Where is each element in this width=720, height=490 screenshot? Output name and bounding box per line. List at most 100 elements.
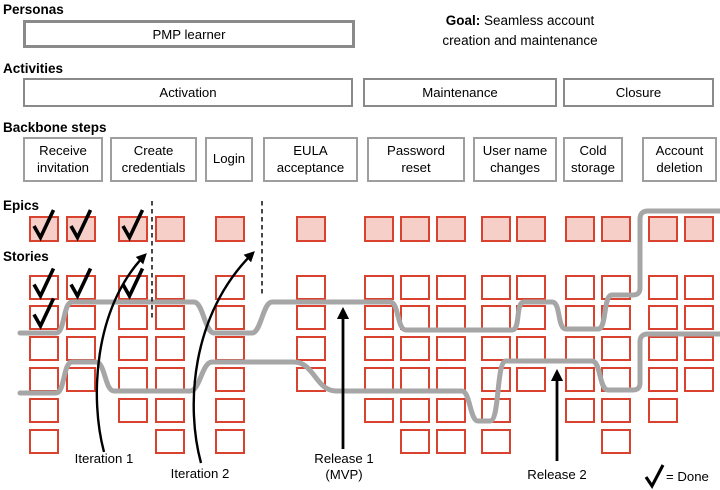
story-box bbox=[436, 398, 466, 423]
release-2-line bbox=[17, 331, 720, 424]
persona-card: PMP learner bbox=[23, 20, 355, 48]
story-box bbox=[118, 336, 148, 361]
release-2-label: Release 2 bbox=[527, 467, 587, 482]
story-box bbox=[155, 367, 185, 392]
story-box bbox=[66, 305, 96, 330]
story-box bbox=[436, 429, 466, 454]
backbone-step-password-reset: Password reset bbox=[367, 137, 465, 182]
story-box bbox=[364, 367, 394, 392]
story-box bbox=[215, 429, 245, 454]
backbone-step-user-name-changes: User name changes bbox=[473, 137, 557, 182]
stories-label: Stories bbox=[3, 249, 49, 264]
story-box bbox=[400, 336, 430, 361]
story-box bbox=[29, 367, 59, 392]
story-box bbox=[215, 336, 245, 361]
story-box bbox=[155, 305, 185, 330]
epic-box bbox=[296, 216, 326, 242]
epic-box bbox=[436, 216, 466, 242]
story-box bbox=[296, 275, 326, 300]
epic-box bbox=[400, 216, 430, 242]
epic-box bbox=[601, 216, 631, 242]
story-box bbox=[648, 305, 678, 330]
story-box bbox=[296, 336, 326, 361]
story-box bbox=[296, 305, 326, 330]
story-box bbox=[400, 429, 430, 454]
activity-maintenance: Maintenance bbox=[363, 78, 557, 107]
story-box bbox=[155, 336, 185, 361]
story-box bbox=[436, 336, 466, 361]
story-box bbox=[215, 367, 245, 392]
story-box bbox=[364, 275, 394, 300]
epic-box bbox=[215, 216, 245, 242]
backbone-step-eula-acceptance: EULA acceptance bbox=[263, 137, 358, 182]
story-box bbox=[66, 336, 96, 361]
story-box bbox=[516, 275, 546, 300]
story-box bbox=[29, 429, 59, 454]
story-box bbox=[118, 367, 148, 392]
epic-box bbox=[565, 216, 595, 242]
story-box bbox=[155, 429, 185, 454]
goal-line2: creation and maintenance bbox=[442, 33, 598, 48]
story-box bbox=[400, 305, 430, 330]
story-box bbox=[400, 275, 430, 300]
activity-closure: Closure bbox=[563, 78, 714, 107]
story-box bbox=[400, 367, 430, 392]
epic-box bbox=[684, 216, 714, 242]
epic-box bbox=[155, 216, 185, 242]
story-box bbox=[516, 336, 546, 361]
story-box bbox=[155, 275, 185, 300]
story-box bbox=[684, 367, 714, 392]
persona-card-label: PMP learner bbox=[152, 26, 226, 42]
story-box bbox=[565, 275, 595, 300]
backbone-step-receive-invitation: Receive invitation bbox=[23, 137, 103, 182]
epic-box bbox=[648, 216, 678, 242]
story-box bbox=[29, 398, 59, 423]
check-icon bbox=[69, 267, 93, 300]
legend-done-label: = Done bbox=[666, 469, 709, 484]
story-box bbox=[648, 398, 678, 423]
release-1-line bbox=[17, 208, 720, 336]
iteration-1-arrow bbox=[95, 253, 147, 453]
story-box bbox=[215, 398, 245, 423]
backbone-step-account-deletion: Account deletion bbox=[642, 137, 717, 182]
check-icon bbox=[69, 209, 93, 242]
story-box bbox=[565, 305, 595, 330]
story-box bbox=[601, 429, 631, 454]
story-box bbox=[29, 336, 59, 361]
story-box bbox=[481, 275, 511, 300]
activity-activation: Activation bbox=[23, 78, 353, 107]
story-box bbox=[155, 398, 185, 423]
story-box bbox=[215, 305, 245, 330]
story-box bbox=[565, 398, 595, 423]
legend-check-icon bbox=[644, 464, 665, 490]
release-1-label: Release 1 (MVP) bbox=[274, 451, 414, 483]
story-box bbox=[648, 367, 678, 392]
story-box bbox=[601, 398, 631, 423]
story-box bbox=[684, 305, 714, 330]
story-box bbox=[436, 367, 466, 392]
story-box bbox=[648, 275, 678, 300]
goal-text: Goal: Seamless account creation and main… bbox=[380, 11, 660, 51]
backbone-step-login: Login bbox=[205, 137, 253, 182]
iteration-2-arrow bbox=[192, 251, 255, 464]
epic-box bbox=[481, 216, 511, 242]
epics-label: Epics bbox=[3, 198, 40, 213]
story-box bbox=[436, 275, 466, 300]
story-box bbox=[481, 429, 511, 454]
story-box bbox=[364, 305, 394, 330]
check-icon bbox=[32, 209, 56, 242]
story-box bbox=[565, 336, 595, 361]
story-box bbox=[66, 367, 96, 392]
epic-box bbox=[364, 216, 394, 242]
backbone-step-create-credentials: Create credentials bbox=[110, 137, 197, 182]
story-box bbox=[565, 367, 595, 392]
backbone-steps-label: Backbone steps bbox=[3, 120, 107, 135]
check-icon bbox=[32, 297, 56, 330]
check-icon bbox=[121, 209, 145, 242]
story-box bbox=[516, 367, 546, 392]
iteration-1-label: Iteration 1 bbox=[74, 451, 134, 466]
iteration-2-label: Iteration 2 bbox=[170, 466, 230, 481]
story-box bbox=[400, 398, 430, 423]
